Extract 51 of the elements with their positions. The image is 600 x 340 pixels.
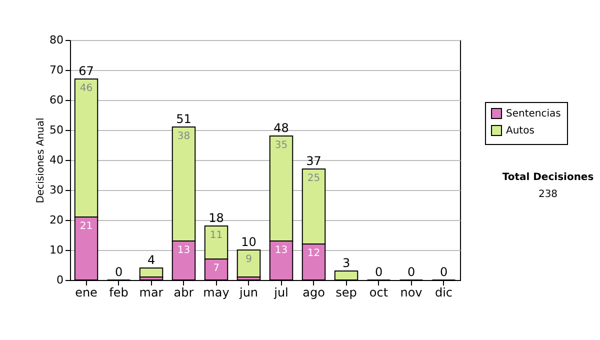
y-axis-title: Decisiones Anual bbox=[36, 118, 47, 204]
total-label: 51 bbox=[176, 112, 192, 126]
y-tick-label: 70 bbox=[50, 64, 64, 76]
data-label: 9 bbox=[246, 254, 252, 265]
bar bbox=[236, 250, 261, 278]
text: Total Decisiones bbox=[501, 172, 595, 183]
data-label: 35 bbox=[274, 140, 288, 151]
x-tick-label: jul bbox=[273, 286, 288, 300]
y-tick-label: 30 bbox=[50, 184, 64, 196]
data-label: 13 bbox=[274, 245, 288, 256]
x-tick-label: feb bbox=[109, 286, 128, 300]
x-tick-label: mar bbox=[139, 286, 164, 300]
x-tick-label: abr bbox=[174, 286, 194, 300]
data-label: 11 bbox=[210, 230, 223, 241]
total-label: 0 bbox=[407, 265, 416, 279]
legend-label: Autos bbox=[506, 126, 534, 136]
legend-label: Sentencias bbox=[506, 108, 561, 120]
data-label: 25 bbox=[307, 173, 320, 184]
x-tick-label: may bbox=[203, 286, 230, 300]
data-label: 12 bbox=[307, 248, 320, 259]
x-tick-label: ene bbox=[75, 286, 98, 300]
total-label: 0 bbox=[440, 265, 448, 279]
x-tick-label: ago bbox=[302, 286, 325, 300]
data-label: 7 bbox=[213, 263, 220, 274]
total-label: 0 bbox=[114, 265, 123, 279]
y-tick-label: 0 bbox=[56, 274, 64, 286]
total-label: 37 bbox=[306, 154, 322, 168]
y-tick-label: 20 bbox=[50, 214, 64, 226]
total-label: 67 bbox=[78, 64, 94, 78]
x-tick-label: dic bbox=[434, 286, 453, 300]
total-label: 4 bbox=[147, 253, 156, 267]
total-label: 0 bbox=[374, 265, 383, 279]
text: 238 bbox=[537, 189, 559, 200]
data-label: 38 bbox=[177, 131, 190, 142]
bar bbox=[139, 268, 164, 278]
y-tick-label: 10 bbox=[50, 244, 64, 256]
x-tick-label: sep bbox=[336, 286, 357, 300]
total-label: 48 bbox=[274, 121, 289, 135]
data-label: 46 bbox=[80, 83, 93, 94]
total-label: 18 bbox=[208, 211, 224, 225]
data-label: 21 bbox=[80, 221, 93, 232]
x-tick-label: oct bbox=[369, 286, 388, 300]
data-label: 13 bbox=[177, 245, 190, 256]
x-tick-label: nov bbox=[400, 286, 422, 300]
y-tick-label: 40 bbox=[50, 154, 64, 166]
total-label: 3 bbox=[342, 256, 350, 270]
y-tick-label: 50 bbox=[50, 124, 64, 136]
y-tick-label: 60 bbox=[50, 94, 64, 106]
total-label: 10 bbox=[241, 235, 256, 249]
x-tick-label: jun bbox=[238, 286, 258, 300]
y-tick-label: 80 bbox=[50, 34, 64, 46]
